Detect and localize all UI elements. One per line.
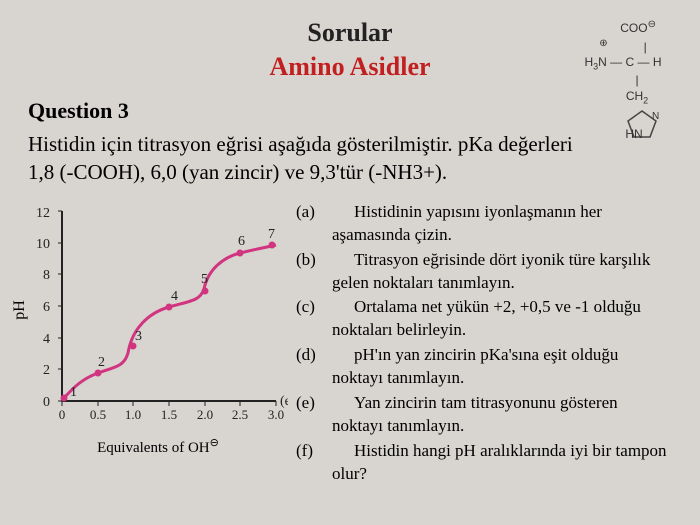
- svg-text:2: 2: [98, 355, 105, 370]
- svg-text:1: 1: [70, 385, 77, 400]
- item-a-text: Histidinin yapısını iyonlaşmanın her aşa…: [332, 201, 672, 247]
- item-c-label: (c): [296, 296, 332, 342]
- item-c-text: Ortalama net yükün +2, +0,5 ve -1 olduğu…: [332, 296, 672, 342]
- svg-text:4: 4: [43, 332, 50, 347]
- item-d-text: pH'ın yan zincirin pKa'sına eşit olduğu …: [332, 344, 672, 390]
- svg-text:6: 6: [238, 234, 245, 249]
- svg-text:1.0: 1.0: [125, 407, 141, 422]
- molecule-structure: COO⊖ ⊕| H3N — C — H | CH2 N HN: [584, 18, 662, 143]
- question-line1: Histidin için titrasyon eğrisi aşağıda g…: [28, 132, 573, 156]
- svg-text:6: 6: [43, 300, 50, 315]
- page-title-2: Amino Asidler: [28, 52, 672, 82]
- item-f-text: Histidin hangi pH aralıklarında iyi bir …: [332, 440, 672, 486]
- svg-text:8: 8: [43, 268, 50, 283]
- item-b-text: Titrasyon eğrisinde dört iyonik türe kar…: [332, 249, 672, 295]
- item-d-label: (d): [296, 344, 332, 390]
- item-e-label: (e): [296, 392, 332, 438]
- svg-text:N: N: [652, 111, 659, 122]
- svg-text:(e): (e): [280, 394, 288, 409]
- svg-text:3.0: 3.0: [268, 407, 284, 422]
- y-axis-label: pH: [11, 300, 29, 320]
- svg-text:2.0: 2.0: [197, 407, 213, 422]
- question-number: Question 3: [28, 98, 672, 124]
- svg-text:3: 3: [135, 329, 142, 344]
- page-title-1: Sorular: [28, 18, 672, 48]
- svg-text:1.5: 1.5: [161, 407, 177, 422]
- svg-text:7: 7: [268, 227, 275, 242]
- svg-text:4: 4: [171, 289, 178, 304]
- svg-text:2.5: 2.5: [232, 407, 248, 422]
- item-f-label: (f): [296, 440, 332, 486]
- x-axis-label: Equivalents of OH⊖: [28, 436, 288, 457]
- svg-text:0: 0: [43, 395, 50, 410]
- item-a-label: (a): [296, 201, 332, 247]
- item-b-label: (b): [296, 249, 332, 295]
- question-text: Histidin için titrasyon eğrisi aşağıda g…: [28, 130, 672, 187]
- item-e-text: Yan zincirin tam titrasyonunu gösteren n…: [332, 392, 672, 438]
- svg-text:0: 0: [59, 407, 66, 422]
- svg-text:10: 10: [36, 237, 50, 252]
- titration-chart: 0 2 4 6 8 10 12 0 0.5 1.0 1.5 2.0 2.5 3.…: [28, 201, 288, 429]
- svg-text:5: 5: [201, 272, 208, 287]
- svg-text:12: 12: [36, 206, 50, 221]
- question-items: (a)Histidinin yapısını iyonlaşmanın her …: [296, 201, 672, 488]
- svg-text:0.5: 0.5: [90, 407, 106, 422]
- svg-text:2: 2: [43, 363, 50, 378]
- question-line2: 1,8 (-COOH), 6,0 (yan zincir) ve 9,3'tür…: [28, 160, 447, 184]
